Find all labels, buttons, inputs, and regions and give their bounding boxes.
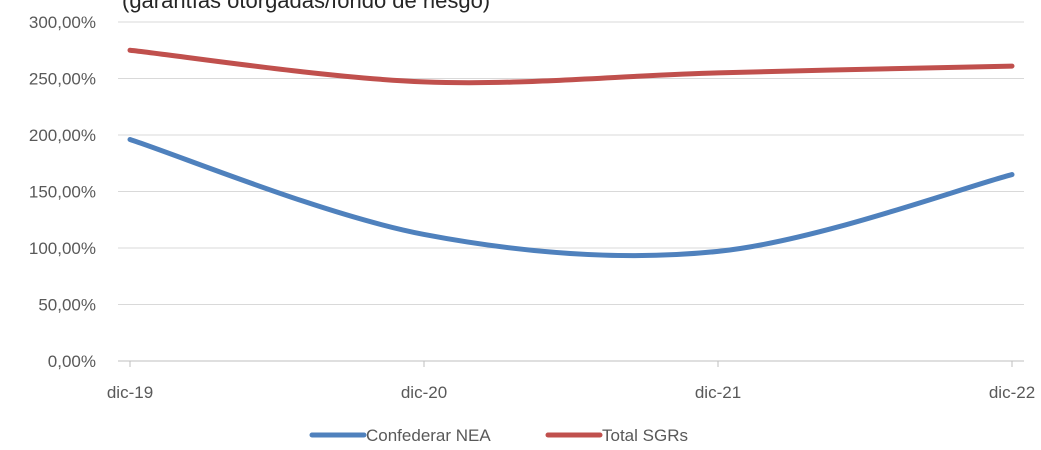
y-tick-label: 150,00% xyxy=(29,183,96,202)
chart-title-fragment: (garantías otorgadas/fondo de riesgo) xyxy=(122,0,490,13)
x-tick-label: dic-22 xyxy=(989,383,1035,402)
y-tick-label: 50,00% xyxy=(38,296,96,315)
y-tick-label: 200,00% xyxy=(29,126,96,145)
series-line-1 xyxy=(127,137,1015,259)
x-tick-label: dic-20 xyxy=(401,383,447,402)
legend-label: Confederar NEA xyxy=(366,426,491,445)
y-tick-label: 250,00% xyxy=(29,70,96,89)
y-axis-labels: 0,00% 50,00% 100,00% 150,00% 200,00% 250,00% 3… xyxy=(29,13,96,371)
y-tick-label: 100,00% xyxy=(29,239,96,258)
gridlines xyxy=(118,21,1024,362)
series-line-2 xyxy=(127,47,1015,86)
x-axis: dic-19 dic-20 dic-21 dic-22 xyxy=(107,361,1035,402)
y-tick-label: 0,00% xyxy=(48,352,96,371)
legend: Confederar NEA Total SGRs xyxy=(309,426,688,445)
legend-label: Total SGRs xyxy=(602,426,688,445)
series-lines xyxy=(127,47,1015,259)
x-tick-label: dic-21 xyxy=(695,383,741,402)
y-tick-label: 300,00% xyxy=(29,13,96,32)
x-tick-label: dic-19 xyxy=(107,383,153,402)
